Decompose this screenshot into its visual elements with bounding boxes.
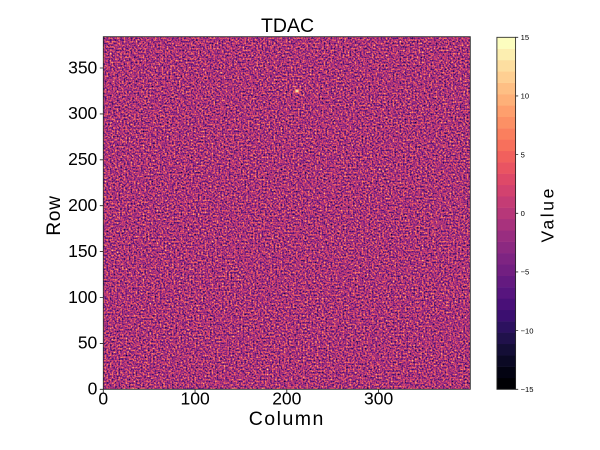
svg-text:350: 350 <box>68 57 97 77</box>
svg-text:−10: −10 <box>521 326 534 335</box>
svg-text:5: 5 <box>521 150 525 159</box>
svg-text:200: 200 <box>68 195 97 215</box>
svg-text:Column: Column <box>249 408 325 430</box>
svg-text:100: 100 <box>68 287 97 307</box>
svg-text:300: 300 <box>68 103 97 123</box>
svg-text:100: 100 <box>180 389 209 409</box>
svg-text:50: 50 <box>78 333 98 353</box>
svg-text:0: 0 <box>521 209 525 218</box>
svg-text:TDAC: TDAC <box>261 15 314 37</box>
svg-text:Row: Row <box>44 195 65 235</box>
svg-text:15: 15 <box>521 33 529 42</box>
svg-text:200: 200 <box>272 389 301 409</box>
svg-text:250: 250 <box>68 149 97 169</box>
svg-text:−15: −15 <box>521 385 534 394</box>
svg-text:Value: Value <box>537 186 557 242</box>
svg-text:−5: −5 <box>521 268 530 277</box>
svg-text:0: 0 <box>98 389 108 409</box>
svg-text:150: 150 <box>68 241 97 261</box>
svg-text:300: 300 <box>364 389 393 409</box>
svg-text:10: 10 <box>521 92 529 101</box>
svg-text:0: 0 <box>88 379 98 399</box>
